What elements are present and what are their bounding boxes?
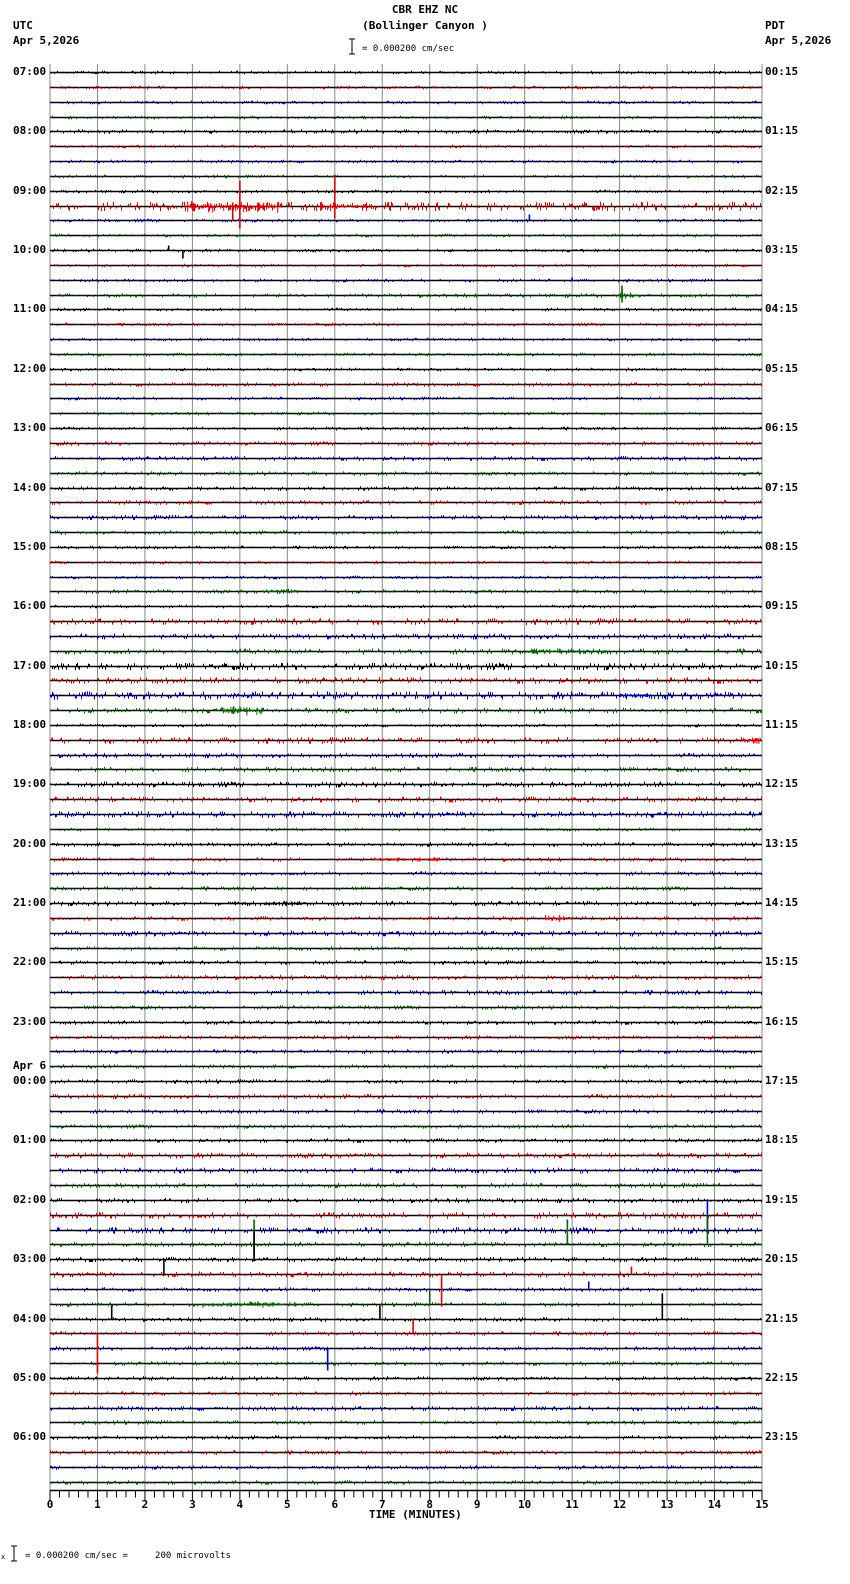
pdt-hour-label: 00:15 bbox=[765, 65, 799, 78]
utc-hour-label: 10:00 bbox=[13, 243, 47, 256]
x-tick-label: 15 bbox=[755, 1498, 768, 1511]
pdt-hour-label: 05:15 bbox=[765, 362, 799, 375]
pdt-hour-label: 20:15 bbox=[765, 1252, 799, 1265]
x-tick-label: 10 bbox=[518, 1498, 531, 1511]
utc-hour-label: 05:00 bbox=[13, 1371, 47, 1384]
pdt-hour-label: 06:15 bbox=[765, 421, 799, 434]
pdt-hour-label: 02:15 bbox=[765, 184, 799, 197]
utc-hour-label: 00:00 bbox=[13, 1074, 47, 1087]
svg-text:x: x bbox=[1, 1553, 5, 1561]
utc-hour-label: 18:00 bbox=[13, 718, 47, 731]
scale-bar-icon bbox=[349, 38, 355, 55]
x-tick-label: 6 bbox=[331, 1498, 338, 1511]
right-date: Apr 5,2026 bbox=[765, 34, 832, 47]
utc-hour-label: 04:00 bbox=[13, 1312, 47, 1325]
x-tick-label: 0 bbox=[47, 1498, 54, 1511]
pdt-hour-label: 15:15 bbox=[765, 955, 799, 968]
utc-hour-label: 11:00 bbox=[13, 302, 47, 315]
right-timezone: PDT bbox=[765, 19, 785, 32]
pdt-hour-label: 14:15 bbox=[765, 896, 799, 909]
scale-legend: = 0.000200 cm/sec bbox=[362, 44, 455, 54]
utc-hour-label: 23:00 bbox=[13, 1015, 47, 1028]
station-location: (Bollinger Canyon ) bbox=[362, 19, 488, 32]
x-tick-label: 9 bbox=[474, 1498, 481, 1511]
utc-hour-label: 22:00 bbox=[13, 955, 47, 968]
x-tick-label: 1 bbox=[94, 1498, 101, 1511]
utc-hour-label: 08:00 bbox=[13, 124, 47, 137]
pdt-hour-label: 10:15 bbox=[765, 659, 799, 672]
pdt-hour-label: 09:15 bbox=[765, 599, 799, 612]
utc-hour-label: 13:00 bbox=[13, 421, 47, 434]
x-tick-label: 11 bbox=[566, 1498, 580, 1511]
x-tick-label: 4 bbox=[237, 1498, 244, 1511]
utc-hour-label: 06:00 bbox=[13, 1430, 47, 1443]
x-tick-label: 7 bbox=[379, 1498, 386, 1511]
pdt-hour-label: 23:15 bbox=[765, 1430, 799, 1443]
pdt-hour-label: 11:15 bbox=[765, 718, 799, 731]
pdt-hour-label: 01:15 bbox=[765, 124, 799, 137]
x-axis-label: TIME (MINUTES) bbox=[369, 1508, 462, 1521]
utc-hour-label: 14:00 bbox=[13, 481, 47, 494]
pdt-hour-label: 19:15 bbox=[765, 1193, 799, 1206]
x-tick-label: 2 bbox=[142, 1498, 149, 1511]
utc-hour-label: 02:00 bbox=[13, 1193, 47, 1206]
utc-hour-label: 19:00 bbox=[13, 777, 47, 790]
utc-hour-label: 20:00 bbox=[13, 837, 47, 850]
pdt-hour-label: 08:15 bbox=[765, 540, 799, 553]
pdt-hour-label: 12:15 bbox=[765, 777, 799, 790]
utc-hour-label: 01:00 bbox=[13, 1133, 47, 1146]
utc-hour-label: 21:00 bbox=[13, 896, 47, 909]
left-timezone: UTC bbox=[13, 19, 33, 32]
x-tick-label: 14 bbox=[708, 1498, 722, 1511]
pdt-hour-label: 16:15 bbox=[765, 1015, 799, 1028]
pdt-hour-label: 21:15 bbox=[765, 1312, 799, 1325]
footer-scale-legend: = 0.000200 cm/sec = 200 microvolts bbox=[25, 1551, 231, 1561]
x-tick-label: 12 bbox=[613, 1498, 626, 1511]
utc-hour-label: 12:00 bbox=[13, 362, 47, 375]
pdt-hour-label: 13:15 bbox=[765, 837, 799, 850]
pdt-hour-label: 03:15 bbox=[765, 243, 799, 256]
pdt-hour-label: 18:15 bbox=[765, 1133, 799, 1146]
date-change-label: Apr 6 bbox=[13, 1059, 47, 1072]
station-title: CBR EHZ NC bbox=[391, 3, 459, 16]
utc-hour-label: 09:00 bbox=[13, 184, 47, 197]
pdt-hour-label: 07:15 bbox=[765, 481, 799, 494]
x-tick-label: 8 bbox=[426, 1498, 433, 1511]
utc-hour-label: 03:00 bbox=[13, 1252, 47, 1265]
x-tick-label: 5 bbox=[284, 1498, 291, 1511]
pdt-hour-label: 17:15 bbox=[765, 1074, 799, 1087]
left-date: Apr 5,2026 bbox=[13, 34, 80, 47]
footer-scale-bar-icon: x bbox=[1, 1545, 17, 1562]
pdt-hour-label: 22:15 bbox=[765, 1371, 799, 1384]
x-tick-label: 13 bbox=[660, 1498, 673, 1511]
x-tick-label: 3 bbox=[189, 1498, 196, 1511]
pdt-hour-label: 04:15 bbox=[765, 302, 799, 315]
utc-hour-label: 15:00 bbox=[13, 540, 47, 553]
utc-hour-label: 07:00 bbox=[13, 65, 47, 78]
utc-hour-label: 17:00 bbox=[13, 659, 47, 672]
utc-hour-label: 16:00 bbox=[13, 599, 47, 612]
